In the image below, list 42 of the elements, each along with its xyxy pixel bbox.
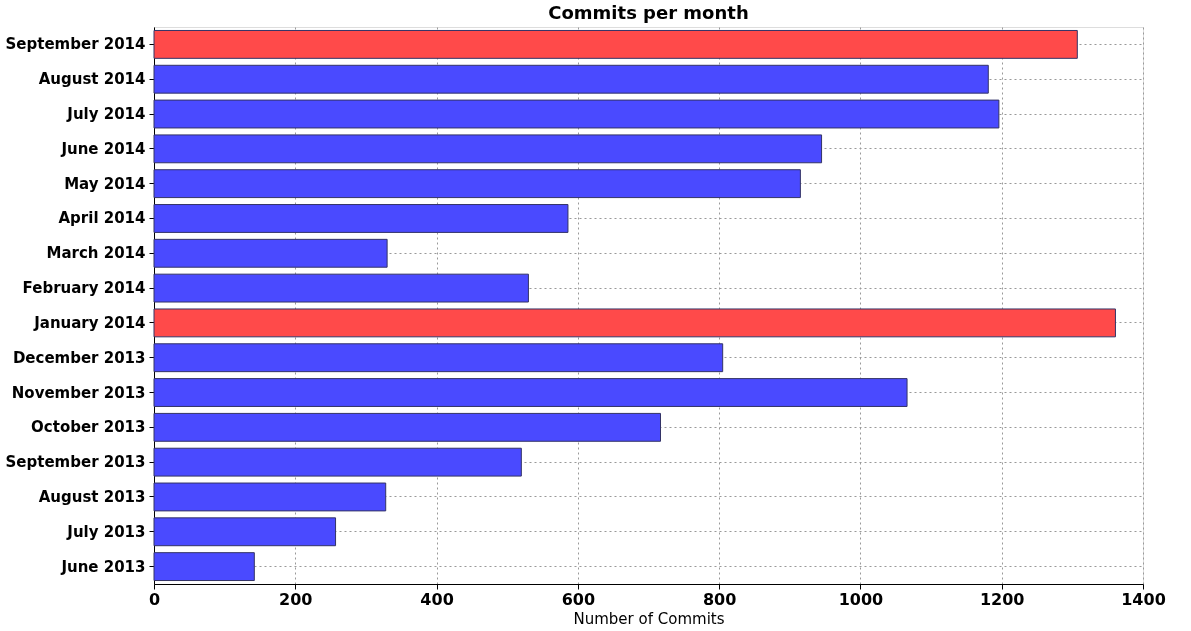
y-tick-label: November 2013 xyxy=(11,383,146,402)
bar xyxy=(153,273,529,303)
bar xyxy=(153,482,387,512)
x-tick-label: 400 xyxy=(420,589,454,609)
bar xyxy=(153,412,662,442)
chart-title: Commits per month xyxy=(548,2,749,23)
y-tick-label: May 2014 xyxy=(64,174,146,193)
bar xyxy=(153,204,569,233)
bar xyxy=(153,64,989,94)
x-tick-label: 200 xyxy=(279,589,313,609)
x-tick-label: 0 xyxy=(148,589,161,609)
x-tick-label: 1000 xyxy=(838,589,884,609)
bar xyxy=(153,99,1000,129)
bar xyxy=(153,517,337,547)
y-tick-label: June 2014 xyxy=(60,139,146,158)
y-tick-label: September 2013 xyxy=(5,453,146,472)
bar xyxy=(153,308,1116,338)
x-tick-label: 600 xyxy=(561,589,596,609)
bar xyxy=(153,343,724,373)
y-tick-label: August 2013 xyxy=(38,487,146,506)
y-tick-label: August 2014 xyxy=(38,70,146,89)
bar xyxy=(153,552,255,582)
y-tick-label: July 2013 xyxy=(66,522,146,541)
y-tick-label: April 2014 xyxy=(58,209,146,228)
x-tick-label: 800 xyxy=(702,589,737,609)
bar xyxy=(153,238,388,268)
bar xyxy=(153,447,522,477)
y-tick-label: March 2014 xyxy=(46,244,146,263)
y-tick-label: December 2013 xyxy=(12,348,146,367)
y-tick-label: June 2013 xyxy=(60,557,146,576)
bar xyxy=(153,134,823,164)
x-axis-title: Number of Commits xyxy=(573,609,725,628)
y-tick-label: February 2014 xyxy=(22,279,146,298)
y-tick-label: January 2014 xyxy=(33,313,146,332)
bar xyxy=(153,169,801,199)
y-tick-label: July 2014 xyxy=(66,105,146,124)
x-tick-label: 1200 xyxy=(979,589,1025,609)
y-tick-label: September 2014 xyxy=(5,35,146,54)
bar xyxy=(153,378,908,407)
x-tick-label: 1400 xyxy=(1121,589,1166,609)
bar xyxy=(153,29,1078,59)
y-tick-label: October 2013 xyxy=(31,418,146,437)
